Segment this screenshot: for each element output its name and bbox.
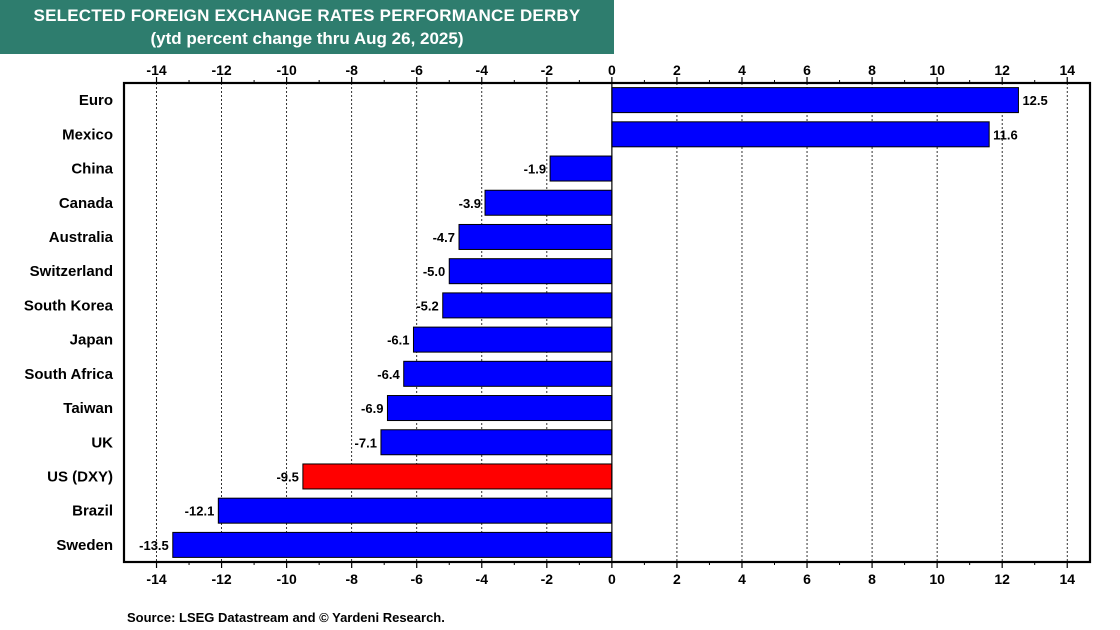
top-tick-label: 4 [738,62,746,78]
bottom-tick-label: 10 [929,571,945,587]
data-label: -6.1 [387,333,409,348]
top-tick-label: -14 [146,62,166,78]
bottom-tick-label: -6 [411,571,424,587]
bar [172,531,613,558]
bottom-tick-label: -10 [277,571,297,587]
bottom-tick-label: 0 [608,571,616,587]
bar [302,463,613,490]
data-label: -3.9 [459,196,481,211]
top-tick-label: 8 [868,62,876,78]
bar [549,155,613,182]
data-label: -7.1 [355,435,377,450]
data-label: 11.6 [993,127,1018,142]
bar [442,292,613,319]
category-label: Mexico [62,126,113,143]
category-label: China [71,161,113,178]
top-tick-label: 12 [994,62,1010,78]
top-tick-label: -12 [211,62,231,78]
top-tick-label: -2 [541,62,554,78]
top-tick-label: -8 [345,62,358,78]
bar [217,497,613,524]
bottom-tick-label: 2 [673,571,681,587]
bottom-tick-label: 14 [1059,571,1075,587]
bar [484,189,613,216]
category-label: Japan [70,332,113,349]
bar [412,326,613,353]
bar [611,121,990,148]
bottom-tick-label: -8 [345,571,358,587]
category-label: Euro [79,92,113,109]
data-label: -6.4 [377,367,400,382]
top-tick-label: 6 [803,62,811,78]
top-tick-label: 2 [673,62,681,78]
bar [380,429,613,456]
category-label: Canada [59,195,114,212]
data-label: -5.0 [423,264,445,279]
bottom-tick-label: -4 [476,571,489,587]
bottom-tick-label: -2 [541,571,554,587]
top-tick-label: 0 [608,62,616,78]
data-label: 12.5 [1022,93,1047,108]
chart-title: SELECTED FOREIGN EXCHANGE RATES PERFORMA… [33,6,581,25]
data-label: -9.5 [276,469,298,484]
category-label: South Africa [24,366,113,383]
data-label: -12.1 [185,504,215,519]
category-label: Switzerland [30,263,113,280]
bar [611,87,1019,114]
top-tick-label: -10 [277,62,297,78]
plot-frame [122,81,1092,564]
bottom-tick-label: 8 [868,571,876,587]
bottom-tick-label: -12 [211,571,231,587]
top-tick-label: 10 [929,62,945,78]
category-label: Taiwan [63,400,113,417]
data-label: -1.9 [524,162,546,177]
data-label: -13.5 [139,538,169,553]
data-label: -4.7 [433,230,455,245]
top-tick-label: -6 [411,62,424,78]
category-label: Sweden [56,537,113,554]
category-label: Australia [49,229,114,246]
source-note: Source: LSEG Datastream and © Yardeni Re… [127,610,445,625]
category-label: US (DXY) [47,468,113,485]
category-label: Brazil [72,503,113,520]
category-label: UK [91,434,113,451]
data-label: -6.9 [361,401,383,416]
bottom-tick-label: 12 [994,571,1010,587]
bar [458,223,613,250]
title-banner: SELECTED FOREIGN EXCHANGE RATES PERFORMA… [0,0,614,54]
category-label: South Korea [24,297,114,314]
bottom-tick-label: 6 [803,571,811,587]
bottom-tick-label: -14 [146,571,166,587]
top-tick-label: 14 [1059,62,1075,78]
bar [448,258,613,285]
top-tick-label: -4 [476,62,489,78]
bar [403,360,613,387]
chart-subtitle: (ytd percent change thru Aug 26, 2025) [150,29,464,48]
bar [386,395,613,422]
data-label: -5.2 [416,298,438,313]
bottom-tick-label: 4 [738,571,746,587]
